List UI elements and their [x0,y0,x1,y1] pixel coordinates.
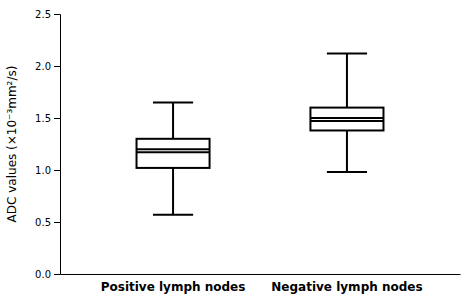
y-tick-label: 0.5 [35,217,51,228]
box-group [137,102,210,214]
upper-whisker [172,102,174,138]
y-tick: 1.5 [35,113,60,124]
x-tick-label: Positive lymph nodes [101,280,246,294]
marks [137,54,384,215]
y-tick-mark [54,170,60,171]
box [310,108,383,131]
y-tick-mark [54,118,60,119]
box-group [310,54,383,173]
y-tick: 2.5 [35,9,60,20]
lower-cap [327,171,367,173]
y-axis-title: ADC values (×10⁻³mm²/s) [5,66,19,223]
upper-cap [153,101,193,103]
y-tick-label: 1.5 [35,113,51,124]
y-tick: 2.0 [35,61,60,72]
y-tick-mark [54,66,60,67]
x-tick: Negative lymph nodes [271,280,422,294]
y-tick-label: 2.5 [35,9,51,20]
upper-whisker [346,54,348,108]
y-tick-label: 0.0 [35,269,51,280]
box [137,139,210,168]
upper-cap [327,53,367,55]
lower-cap [153,214,193,216]
x-axis-line [61,274,461,275]
lower-whisker [346,130,348,172]
y-tick: 0.5 [35,217,60,228]
x-tick-label: Negative lymph nodes [271,280,422,294]
x-axis: Positive lymph nodes Negative lymph nodes [61,275,461,294]
y-tick: 0.0 [35,269,60,280]
median-line [137,151,210,153]
y-tick-mark [54,14,60,15]
y-tick-mark [54,222,60,223]
y-tick-mark [54,274,60,275]
mean-line [137,148,210,150]
y-axis-line [54,15,61,275]
plot: 0.0 0.5 1.0 1.5 2.0 2.5 Positive lymph nodes Ne… [5,9,461,294]
lower-whisker [172,168,174,215]
y-tick-label: 1.0 [35,165,51,176]
mean-line [310,117,383,119]
x-tick: Positive lymph nodes [101,280,246,294]
chart: 0.0 0.5 1.0 1.5 2.0 2.5 Positive lymph nodes Ne… [0,0,474,306]
median-line [310,120,383,122]
y-axis: 0.0 0.5 1.0 1.5 2.0 2.5 [35,9,60,280]
y-tick-label: 2.0 [35,61,51,72]
y-tick: 1.0 [35,165,60,176]
